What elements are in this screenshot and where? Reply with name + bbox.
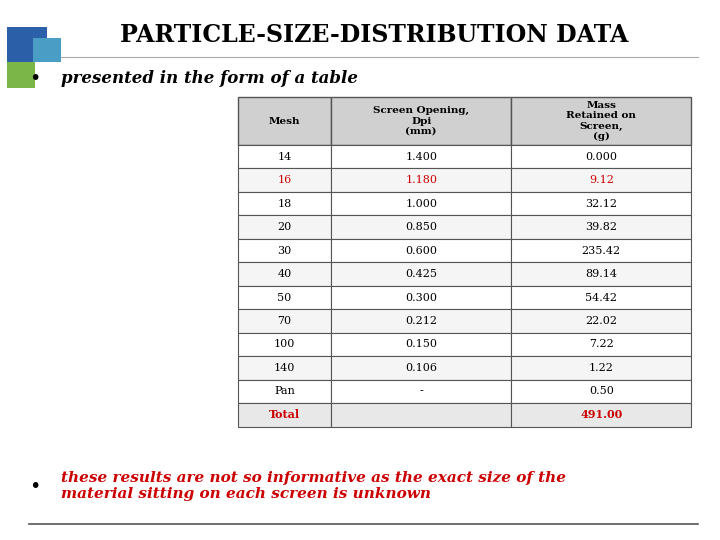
Text: 235.42: 235.42 xyxy=(582,246,621,255)
Text: •: • xyxy=(29,476,40,496)
Text: PARTICLE-SIZE-DISTRIBUTION DATA: PARTICLE-SIZE-DISTRIBUTION DATA xyxy=(120,23,629,47)
Text: 14: 14 xyxy=(277,152,292,161)
Bar xyxy=(511,168,691,192)
Bar xyxy=(331,192,511,215)
Bar xyxy=(511,403,691,427)
Bar xyxy=(511,309,691,333)
Bar xyxy=(511,356,691,380)
Text: 0.212: 0.212 xyxy=(405,316,437,326)
Bar xyxy=(331,333,511,356)
Bar xyxy=(238,215,331,239)
Text: 9.12: 9.12 xyxy=(589,175,613,185)
Bar xyxy=(238,262,331,286)
Bar xyxy=(331,215,511,239)
Bar xyxy=(238,333,331,356)
Text: 0.150: 0.150 xyxy=(405,340,437,349)
Bar xyxy=(331,97,511,145)
Bar xyxy=(511,262,691,286)
Text: 40: 40 xyxy=(277,269,292,279)
Bar xyxy=(331,145,511,168)
Text: 30: 30 xyxy=(277,246,292,255)
Text: 100: 100 xyxy=(274,340,295,349)
Text: 0.50: 0.50 xyxy=(589,387,613,396)
Text: -: - xyxy=(419,387,423,396)
Text: Mesh: Mesh xyxy=(269,117,300,126)
Text: 1.000: 1.000 xyxy=(405,199,437,208)
Text: Pan: Pan xyxy=(274,387,294,396)
Bar xyxy=(511,215,691,239)
Bar xyxy=(511,97,691,145)
Text: 22.02: 22.02 xyxy=(585,316,617,326)
Text: 16: 16 xyxy=(277,175,292,185)
Text: 89.14: 89.14 xyxy=(585,269,617,279)
Bar xyxy=(238,403,331,427)
Bar xyxy=(7,27,47,62)
Bar xyxy=(511,286,691,309)
Text: •: • xyxy=(29,69,40,88)
Bar xyxy=(331,262,511,286)
Text: these results are not so informative as the exact size of the
material sitting o: these results are not so informative as … xyxy=(61,471,566,501)
Text: Screen Opening,
Dpi
(mm): Screen Opening, Dpi (mm) xyxy=(373,106,469,136)
Text: 0.425: 0.425 xyxy=(405,269,437,279)
Text: Mass
Retained on
Screen,
(g): Mass Retained on Screen, (g) xyxy=(566,101,636,141)
Bar xyxy=(33,38,60,62)
Text: 18: 18 xyxy=(277,199,292,208)
Bar xyxy=(331,403,511,427)
Text: 0.106: 0.106 xyxy=(405,363,437,373)
Bar xyxy=(331,380,511,403)
Bar xyxy=(238,239,331,262)
Bar xyxy=(331,168,511,192)
Text: 0.000: 0.000 xyxy=(585,152,617,161)
Bar xyxy=(238,97,331,145)
Bar xyxy=(331,309,511,333)
Text: 1.22: 1.22 xyxy=(589,363,613,373)
Bar xyxy=(511,192,691,215)
Text: 0.850: 0.850 xyxy=(405,222,437,232)
Bar xyxy=(238,192,331,215)
Bar xyxy=(331,286,511,309)
Bar xyxy=(238,168,331,192)
Bar xyxy=(238,356,331,380)
Bar xyxy=(511,239,691,262)
Bar xyxy=(238,286,331,309)
Text: 20: 20 xyxy=(277,222,292,232)
Text: 50: 50 xyxy=(277,293,292,302)
Text: 0.300: 0.300 xyxy=(405,293,437,302)
Text: 140: 140 xyxy=(274,363,295,373)
Text: presented in the form of a table: presented in the form of a table xyxy=(61,70,359,87)
Bar xyxy=(511,380,691,403)
Bar xyxy=(511,145,691,168)
Bar xyxy=(331,239,511,262)
Text: 39.82: 39.82 xyxy=(585,222,617,232)
Bar xyxy=(331,356,511,380)
Bar xyxy=(511,333,691,356)
Text: 491.00: 491.00 xyxy=(580,409,622,420)
Text: 7.22: 7.22 xyxy=(589,340,613,349)
Text: 70: 70 xyxy=(277,316,292,326)
Bar xyxy=(7,62,35,89)
Text: 0.600: 0.600 xyxy=(405,246,437,255)
Text: 1.180: 1.180 xyxy=(405,175,437,185)
Bar xyxy=(238,309,331,333)
Text: 54.42: 54.42 xyxy=(585,293,617,302)
Text: Total: Total xyxy=(269,409,300,420)
Text: 32.12: 32.12 xyxy=(585,199,617,208)
Bar xyxy=(238,145,331,168)
Text: 1.400: 1.400 xyxy=(405,152,437,161)
Bar xyxy=(238,380,331,403)
